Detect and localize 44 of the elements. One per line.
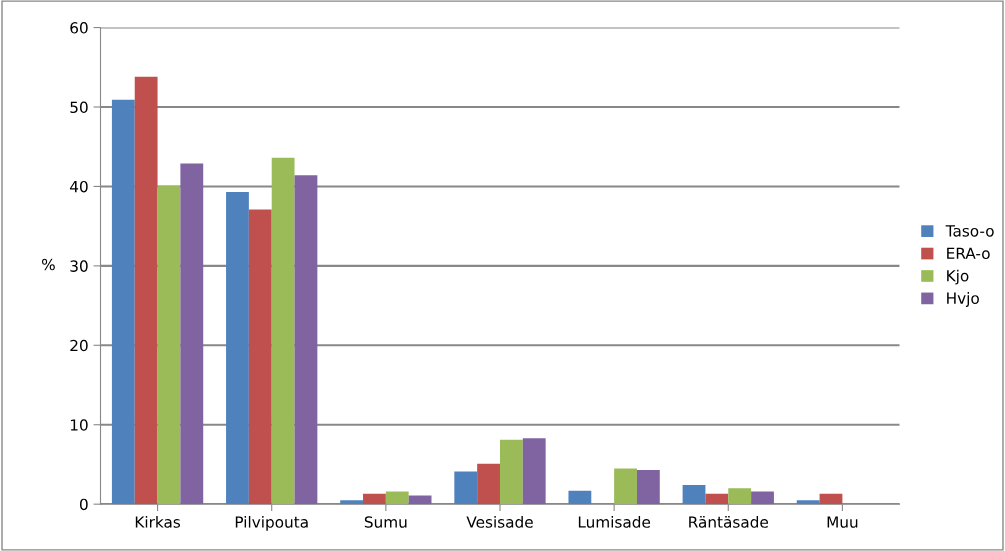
- bar: [248, 209, 272, 505]
- legend-label: Taso-o: [945, 225, 994, 237]
- x-tick-label: Pilvipouta: [235, 515, 308, 531]
- y-axis-title: %: [42, 258, 55, 271]
- bar: [728, 488, 752, 505]
- x-tick-label: Vesisade: [466, 515, 533, 528]
- bar: [477, 463, 500, 505]
- x-tick-label: Sumu: [364, 516, 407, 528]
- bar: [682, 485, 706, 505]
- y-tick-label: 10: [70, 419, 88, 431]
- bar: [408, 495, 432, 505]
- y-tick-label: 0: [79, 498, 88, 511]
- bar: [363, 493, 386, 505]
- bar: [340, 500, 364, 505]
- x-tick-label: Räntäsade: [689, 515, 768, 528]
- y-tick-label: 50: [70, 101, 88, 114]
- bar: [636, 470, 660, 505]
- bar: [751, 491, 774, 505]
- bar: [385, 491, 409, 505]
- bar: [294, 175, 318, 505]
- y-tick-label: 60: [70, 22, 88, 34]
- y-tick-label: 40: [70, 180, 88, 193]
- bar: [157, 185, 181, 505]
- bar: [111, 99, 135, 505]
- bar: [134, 76, 158, 505]
- y-tick-label: 30: [70, 260, 88, 272]
- y-tick-label: 20: [70, 339, 88, 352]
- bar: [226, 191, 249, 505]
- bar: [271, 157, 295, 505]
- legend-label: Hvjo: [947, 292, 979, 307]
- bar: [180, 163, 204, 505]
- bar: [499, 439, 523, 505]
- bar: [705, 493, 729, 505]
- x-tick-label: Muu: [827, 516, 858, 528]
- bar: [614, 468, 637, 505]
- bar: [454, 471, 478, 505]
- bar: [568, 490, 592, 505]
- x-tick-label: Lumisade: [578, 515, 651, 528]
- x-tick-label: Kirkas: [135, 515, 181, 528]
- bar: [522, 438, 546, 505]
- bar: [819, 493, 843, 505]
- legend-label: ERA-o: [947, 247, 990, 260]
- legend-label: Kjo: [947, 269, 969, 285]
- bar: [796, 500, 820, 505]
